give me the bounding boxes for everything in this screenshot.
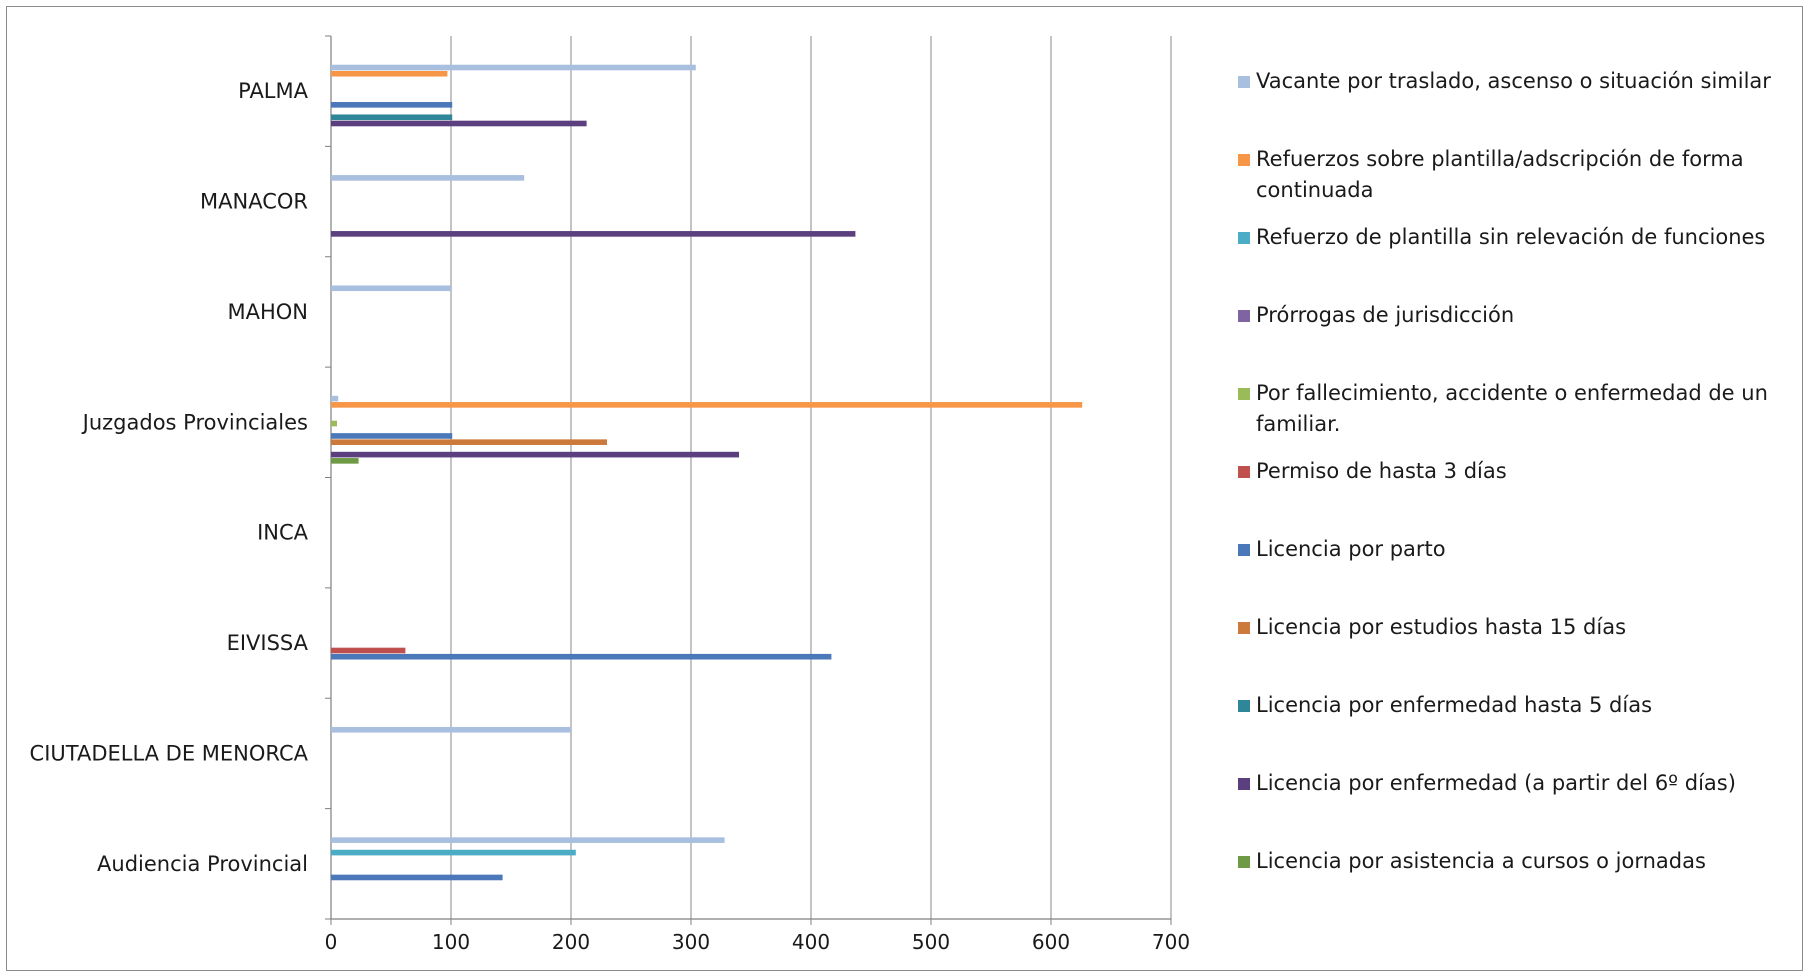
legend-label-8: Refuerzo de plantilla sin relevación de … bbox=[1256, 225, 1765, 249]
bar-1-7 bbox=[331, 120, 587, 127]
bar-10-6 bbox=[331, 175, 525, 181]
legend-swatch-3 bbox=[1238, 622, 1250, 634]
legend-swatch-10 bbox=[1238, 76, 1250, 88]
legend-label-9: Refuerzos sobre plantilla/adscripción de… bbox=[1256, 147, 1744, 202]
bar-10-7 bbox=[331, 64, 696, 71]
bar-1-4 bbox=[331, 451, 739, 458]
legend-swatch-1 bbox=[1238, 778, 1250, 790]
bar-4-0 bbox=[331, 874, 503, 881]
legend-swatch-9 bbox=[1238, 154, 1250, 166]
bar-8-0 bbox=[331, 849, 576, 856]
category-label-7: PALMA bbox=[238, 79, 309, 103]
x-tick-label-700: 700 bbox=[1152, 930, 1190, 954]
category-label-5: MAHON bbox=[227, 300, 308, 324]
bar-10-0 bbox=[331, 837, 725, 843]
legend-swatch-6 bbox=[1238, 388, 1250, 400]
legend-label-10: Vacante por traslado, ascenso o situació… bbox=[1256, 69, 1771, 93]
bar-10-5 bbox=[331, 285, 451, 292]
legend-label-6: Por fallecimiento, accidente o enfermeda… bbox=[1256, 381, 1768, 436]
bar-3-4 bbox=[331, 439, 607, 445]
bar-6-4 bbox=[331, 420, 337, 427]
bar-2-7 bbox=[331, 114, 453, 121]
legend-label-1: Licencia por enfermedad (a partir del 6º… bbox=[1256, 771, 1736, 795]
x-tick-label-400: 400 bbox=[792, 930, 830, 954]
category-label-2: EIVISSA bbox=[227, 631, 309, 655]
category-label-3: INCA bbox=[257, 521, 309, 545]
legend-label-5: Permiso de hasta 3 días bbox=[1256, 459, 1507, 483]
legend-swatch-8 bbox=[1238, 232, 1250, 244]
legend-label-0: Licencia por asistencia a cursos o jorna… bbox=[1256, 849, 1706, 873]
category-label-0: Audiencia Provincial bbox=[97, 852, 308, 876]
bar-9-7 bbox=[331, 70, 448, 77]
x-tick-label-0: 0 bbox=[325, 930, 338, 954]
bar-10-4 bbox=[331, 395, 339, 402]
legend-swatch-2 bbox=[1238, 700, 1250, 712]
bar-1-6 bbox=[331, 231, 856, 237]
category-label-1: CIUTADELLA DE MENORCA bbox=[30, 741, 309, 765]
x-tick-label-200: 200 bbox=[552, 930, 590, 954]
bar-9-4 bbox=[331, 402, 1083, 408]
legend-swatch-4 bbox=[1238, 544, 1250, 556]
legend-label-2: Licencia por enfermedad hasta 5 días bbox=[1256, 693, 1652, 717]
bar-10-1 bbox=[331, 726, 571, 733]
bar-0-4 bbox=[331, 458, 359, 464]
legend-label-3: Licencia por estudios hasta 15 días bbox=[1256, 615, 1626, 639]
bar-5-2 bbox=[331, 647, 406, 654]
legend-swatch-7 bbox=[1238, 310, 1250, 322]
x-tick-label-600: 600 bbox=[1032, 930, 1070, 954]
category-label-6: MANACOR bbox=[200, 190, 308, 214]
chart-frame bbox=[6, 6, 1803, 971]
x-tick-label-500: 500 bbox=[912, 930, 950, 954]
legend-swatch-5 bbox=[1238, 466, 1250, 478]
bar-4-2 bbox=[331, 653, 832, 660]
legend-swatch-0 bbox=[1238, 856, 1250, 868]
legend-label-4: Licencia por parto bbox=[1256, 537, 1446, 561]
bar-4-7 bbox=[331, 102, 453, 108]
x-tick-label-100: 100 bbox=[432, 930, 470, 954]
category-label-4: Juzgados Provinciales bbox=[81, 410, 308, 434]
x-tick-label-300: 300 bbox=[672, 930, 710, 954]
bar-4-4 bbox=[331, 433, 453, 439]
legend-label-7: Prórrogas de jurisdicción bbox=[1256, 303, 1514, 327]
